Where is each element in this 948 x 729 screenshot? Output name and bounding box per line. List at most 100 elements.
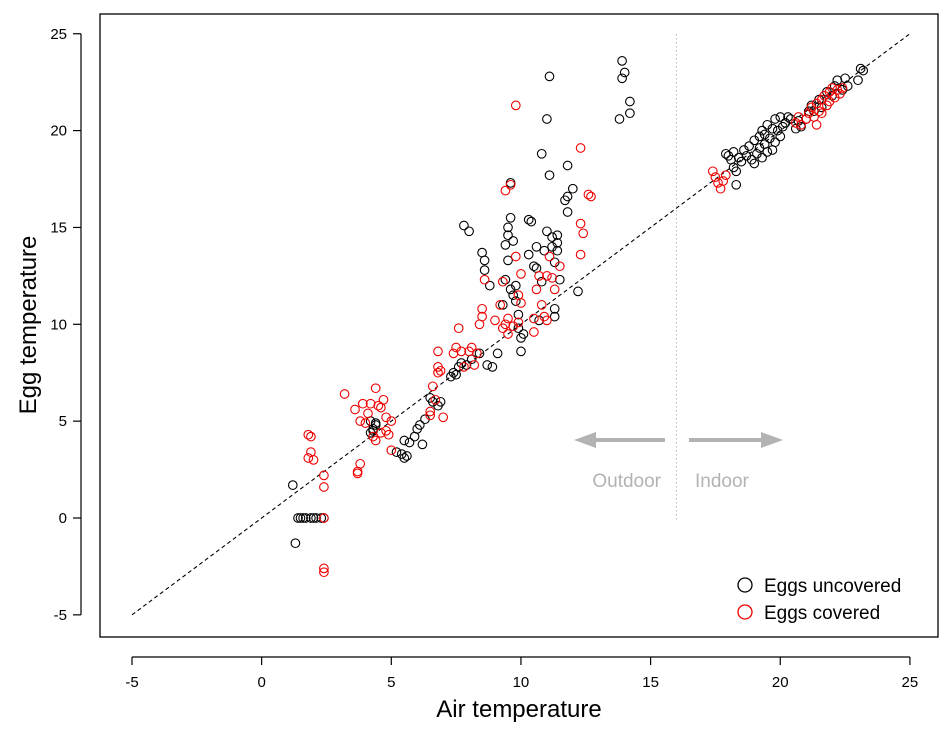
- y-tick-label: -5: [54, 607, 67, 624]
- data-point: [614, 114, 625, 124]
- legend: Eggs uncovered Eggs covered: [737, 576, 901, 624]
- data-point: [505, 178, 516, 188]
- data-point: [355, 458, 366, 469]
- data-point: [386, 445, 397, 456]
- data-point: [796, 119, 806, 130]
- data-point: [757, 152, 767, 163]
- data-point: [542, 114, 552, 124]
- data-point: [433, 346, 443, 357]
- data-point: [835, 88, 845, 99]
- data-point: [453, 323, 464, 334]
- data-point: [433, 367, 443, 378]
- data-point: [503, 255, 513, 266]
- data-point: [399, 435, 410, 446]
- data-point: [718, 176, 729, 186]
- data-point: [516, 346, 526, 357]
- data-point: [308, 513, 319, 523]
- x-tick-label: 10: [513, 674, 530, 691]
- data-point: [770, 114, 780, 124]
- data-point: [487, 362, 498, 372]
- data-point: [523, 249, 534, 260]
- data-point: [720, 170, 731, 181]
- data-point: [567, 183, 578, 194]
- y-tick-label: 20: [50, 123, 67, 140]
- data-point: [536, 276, 547, 287]
- data-point: [811, 119, 822, 130]
- data-point: [549, 284, 560, 295]
- data-point: [858, 65, 869, 76]
- data-point: [319, 567, 329, 578]
- y-tick-label: 10: [50, 316, 67, 333]
- data-point: [456, 346, 467, 357]
- data-point: [516, 269, 526, 279]
- data-point: [713, 178, 723, 188]
- data-point: [552, 230, 563, 241]
- data-point: [516, 298, 526, 308]
- data-point: [308, 455, 319, 465]
- data-point: [710, 172, 721, 182]
- data-point: [728, 147, 739, 157]
- data-point: [383, 429, 394, 440]
- data-point: [319, 470, 329, 481]
- data-point: [775, 112, 786, 122]
- data-point: [562, 191, 573, 202]
- legend-label-covered: Eggs covered: [764, 603, 880, 624]
- data-point: [306, 431, 316, 442]
- data-point: [352, 468, 363, 479]
- data-point: [293, 513, 303, 523]
- data-point: [295, 513, 306, 523]
- data-point: [497, 276, 508, 287]
- data-point: [770, 137, 780, 148]
- data-point: [790, 118, 801, 128]
- data-point: [827, 83, 837, 93]
- data-point: [373, 400, 384, 411]
- data-point: [290, 538, 301, 549]
- y-tick-label: 0: [59, 510, 67, 527]
- x-axis-label: Air temperature: [436, 696, 601, 723]
- data-point: [477, 303, 487, 314]
- data-point: [544, 71, 555, 82]
- y-tick-label: 5: [59, 413, 67, 430]
- data-point: [306, 513, 316, 523]
- data-point: [477, 311, 487, 322]
- x-tick-label: 20: [772, 674, 789, 691]
- data-point: [508, 236, 519, 246]
- data-point: [767, 123, 778, 134]
- y-tick-label: 25: [50, 26, 67, 43]
- data-point: [720, 148, 731, 159]
- data-point: [300, 513, 311, 523]
- data-point: [510, 100, 521, 111]
- data-point: [497, 300, 508, 310]
- data-point: [513, 323, 524, 334]
- data-point: [513, 309, 524, 320]
- data-point: [355, 416, 366, 426]
- annotation-indoor: Indoor: [695, 471, 750, 492]
- data-point: [492, 348, 503, 359]
- data-point: [425, 410, 436, 421]
- data-point: [510, 251, 521, 262]
- data-point: [575, 143, 586, 153]
- data-point: [529, 261, 539, 272]
- x-tick-label: 0: [257, 674, 265, 691]
- data-point: [531, 241, 542, 252]
- data-point: [754, 131, 765, 142]
- data-point: [617, 56, 627, 66]
- data-point: [542, 315, 552, 326]
- data-point: [552, 245, 563, 256]
- data-point: [404, 437, 415, 448]
- data-point: [837, 83, 848, 93]
- data-point: [544, 170, 555, 181]
- x-tick-label: -5: [125, 674, 138, 691]
- data-point: [503, 329, 513, 339]
- data-point: [736, 156, 747, 167]
- data-point: [562, 160, 573, 171]
- data-point: [855, 63, 866, 74]
- data-point: [554, 261, 565, 272]
- data-point: [466, 342, 477, 353]
- data-point: [479, 274, 490, 285]
- data-point: [482, 360, 493, 370]
- data-point: [523, 214, 534, 225]
- data-point: [503, 222, 513, 233]
- data-point: [575, 218, 586, 229]
